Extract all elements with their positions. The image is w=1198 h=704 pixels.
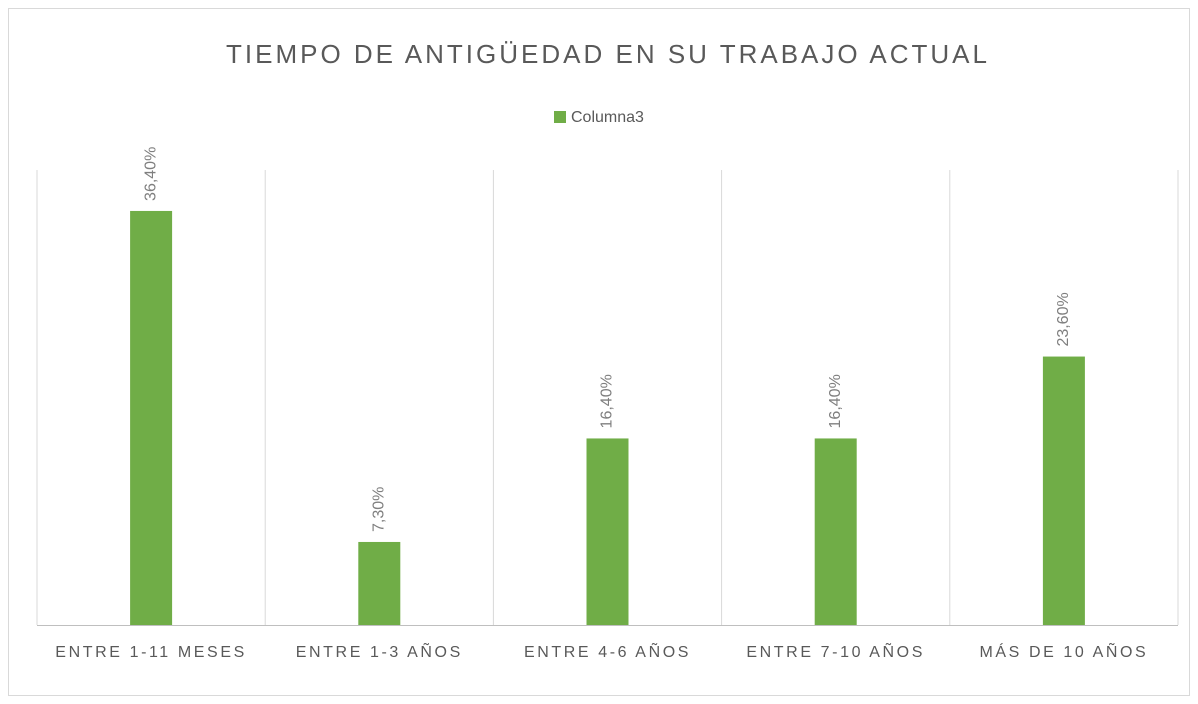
x-tick-label: MÁS DE 10 AÑOS [979,644,1149,661]
legend-swatch [554,111,566,123]
data-label: 16,40% [599,374,616,428]
x-tick-label: ENTRE 1-11 MESES [55,644,247,661]
bar [586,438,629,625]
legend-label: Columna3 [571,109,644,126]
x-tick-label: ENTRE 1-3 AÑOS [295,644,463,661]
data-label: 7,30% [371,487,388,532]
data-label: 23,60% [1055,292,1072,346]
data-label: 16,40% [827,374,844,428]
chart-title: TIEMPO DE ANTIGÜEDAD EN SU TRABAJO ACTUA… [226,39,990,69]
bar [1042,356,1085,625]
x-tick-label: ENTRE 4-6 AÑOS [523,644,692,661]
bar [814,438,857,625]
bar [358,541,401,625]
x-tick-label: ENTRE 7-10 AÑOS [746,644,925,661]
bar [130,210,173,625]
data-label: 36,40% [142,147,159,201]
